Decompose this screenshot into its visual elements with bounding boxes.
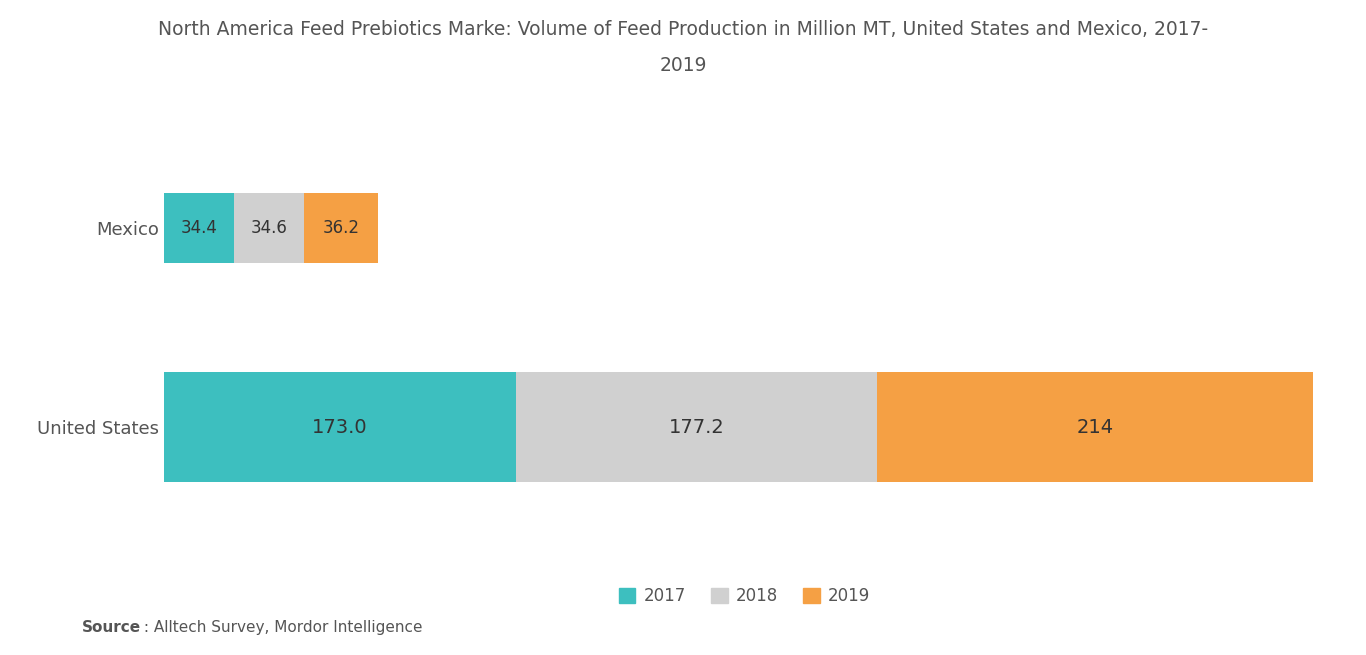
Text: 36.2: 36.2 — [322, 219, 359, 236]
Bar — [305, 193, 378, 263]
Bar — [877, 373, 1313, 482]
Text: Source: Source — [82, 620, 141, 635]
Text: 34.4: 34.4 — [180, 219, 217, 236]
Bar — [516, 373, 877, 482]
Bar — [234, 193, 305, 263]
Text: 2019: 2019 — [660, 56, 706, 75]
Legend: 2017, 2018, 2019: 2017, 2018, 2019 — [611, 579, 878, 614]
Text: 177.2: 177.2 — [669, 418, 725, 437]
Text: North America Feed Prebiotics Marke: Volume of Feed Production in Million MT, Un: North America Feed Prebiotics Marke: Vol… — [158, 20, 1208, 39]
Text: 214: 214 — [1076, 418, 1113, 437]
Bar — [164, 373, 516, 482]
Text: 34.6: 34.6 — [251, 219, 288, 236]
Text: : Alltech Survey, Mordor Intelligence: : Alltech Survey, Mordor Intelligence — [139, 620, 423, 635]
Bar — [164, 193, 234, 263]
Text: 173.0: 173.0 — [313, 418, 367, 437]
